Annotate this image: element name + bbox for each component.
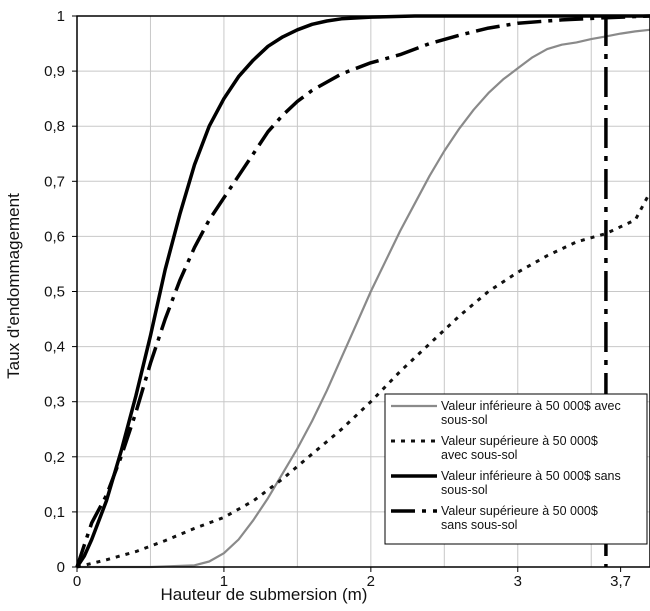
grid-lines (77, 16, 650, 567)
legend-label-0: Valeur inférieure à 50 000$ avec sous-sol (441, 399, 621, 427)
x-tick-label-0: 0 (73, 573, 81, 590)
legend-label-2: Valeur inférieure à 50 000$ sans sous-sol (441, 469, 621, 497)
y-tick-label-8: 0,8 (44, 118, 65, 135)
y-tick-label-7: 0,7 (44, 173, 65, 190)
y-tick-label-6: 0,6 (44, 228, 65, 245)
series-line-3 (75, 14, 650, 568)
x-tick-label-4: 3,7 (610, 573, 631, 590)
y-tick-label-3: 0,3 (44, 394, 65, 411)
series-line-1 (76, 191, 650, 569)
legend: Valeur inférieure à 50 000$ avec sous-sol… (384, 393, 648, 545)
x-axis-ticks: 0 1 2 3 3,7 (73, 567, 631, 590)
x-axis-title: Hauteur de submersion (m) (161, 585, 368, 604)
x-tick-label-1: 1 (220, 573, 228, 590)
y-tick-label-1: 0,1 (44, 504, 65, 521)
legend-label-1: Valeur supérieure à 50 000$ avec sous-sol (441, 434, 598, 462)
y-tick-label-10: 1 (57, 8, 65, 25)
y-tick-label-9: 0,9 (44, 63, 65, 80)
series-layer (75, 14, 650, 569)
y-axis-ticks: 0 0,1 0,2 0,3 0,4 0,5 0,6 0,7 0,8 0,9 1 (44, 8, 77, 576)
y-tick-label-4: 0,4 (44, 339, 65, 356)
legend-label-3: Valeur supérieure à 50 000$ sans sous-sol (441, 504, 598, 532)
series-line-0 (77, 28, 650, 569)
y-axis-title: Taux d'endommagement (4, 193, 23, 379)
x-tick-label-3: 3 (514, 573, 522, 590)
y-tick-label-5: 0,5 (44, 284, 65, 301)
y-tick-label-2: 0,2 (44, 449, 65, 466)
y-tick-label-0: 0 (57, 559, 65, 576)
x-tick-label-2: 2 (367, 573, 375, 590)
legend-box (384, 393, 648, 545)
